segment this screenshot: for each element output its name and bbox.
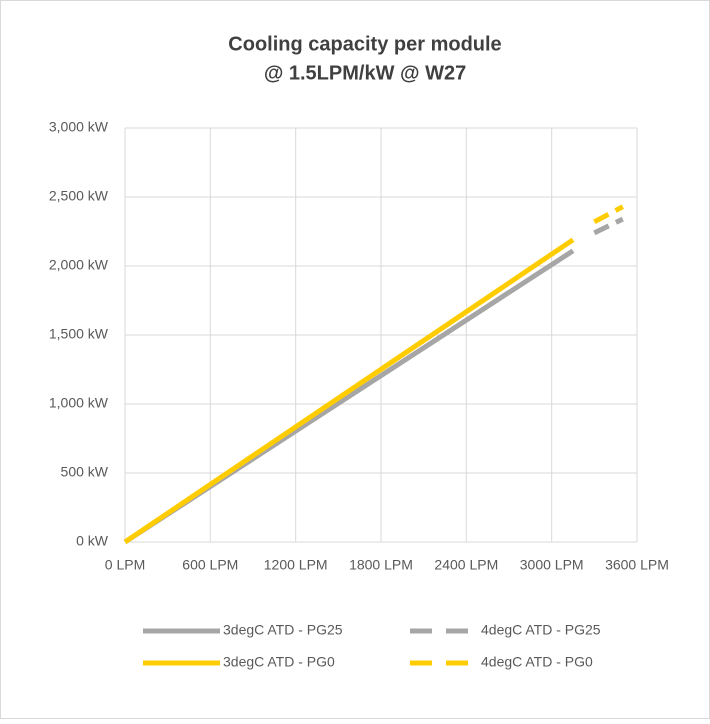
y-tick-label: 3,000 kW <box>49 119 109 135</box>
legend-label: 3degC ATD - PG0 <box>223 654 335 670</box>
chart-title: @ 1.5LPM/kW @ W27 <box>264 62 466 84</box>
x-tick-label: 2400 LPM <box>434 557 498 573</box>
legend-label: 4degC ATD - PG0 <box>481 654 593 670</box>
x-tick-label: 3600 LPM <box>605 557 669 573</box>
x-tick-label: 0 LPM <box>105 557 145 573</box>
y-tick-label: 0 kW <box>76 533 109 549</box>
x-tick-label: 3000 LPM <box>520 557 584 573</box>
x-tick-label: 1800 LPM <box>349 557 413 573</box>
y-tick-label: 500 kW <box>61 464 109 480</box>
chart-title: Cooling capacity per module <box>228 33 501 55</box>
series-line <box>123 237 575 545</box>
legend-label: 4degC ATD - PG25 <box>481 622 601 638</box>
series-line <box>593 216 624 236</box>
y-tick-label: 1,500 kW <box>49 326 109 342</box>
legend-label: 3degC ATD - PG25 <box>223 622 343 638</box>
series-line <box>593 204 624 225</box>
y-tick-label: 2,000 kW <box>49 257 109 273</box>
x-tick-label: 1200 LPM <box>264 557 328 573</box>
y-tick-label: 1,000 kW <box>49 395 109 411</box>
x-tick-label: 600 LPM <box>182 557 238 573</box>
y-tick-label: 2,500 kW <box>49 188 109 204</box>
